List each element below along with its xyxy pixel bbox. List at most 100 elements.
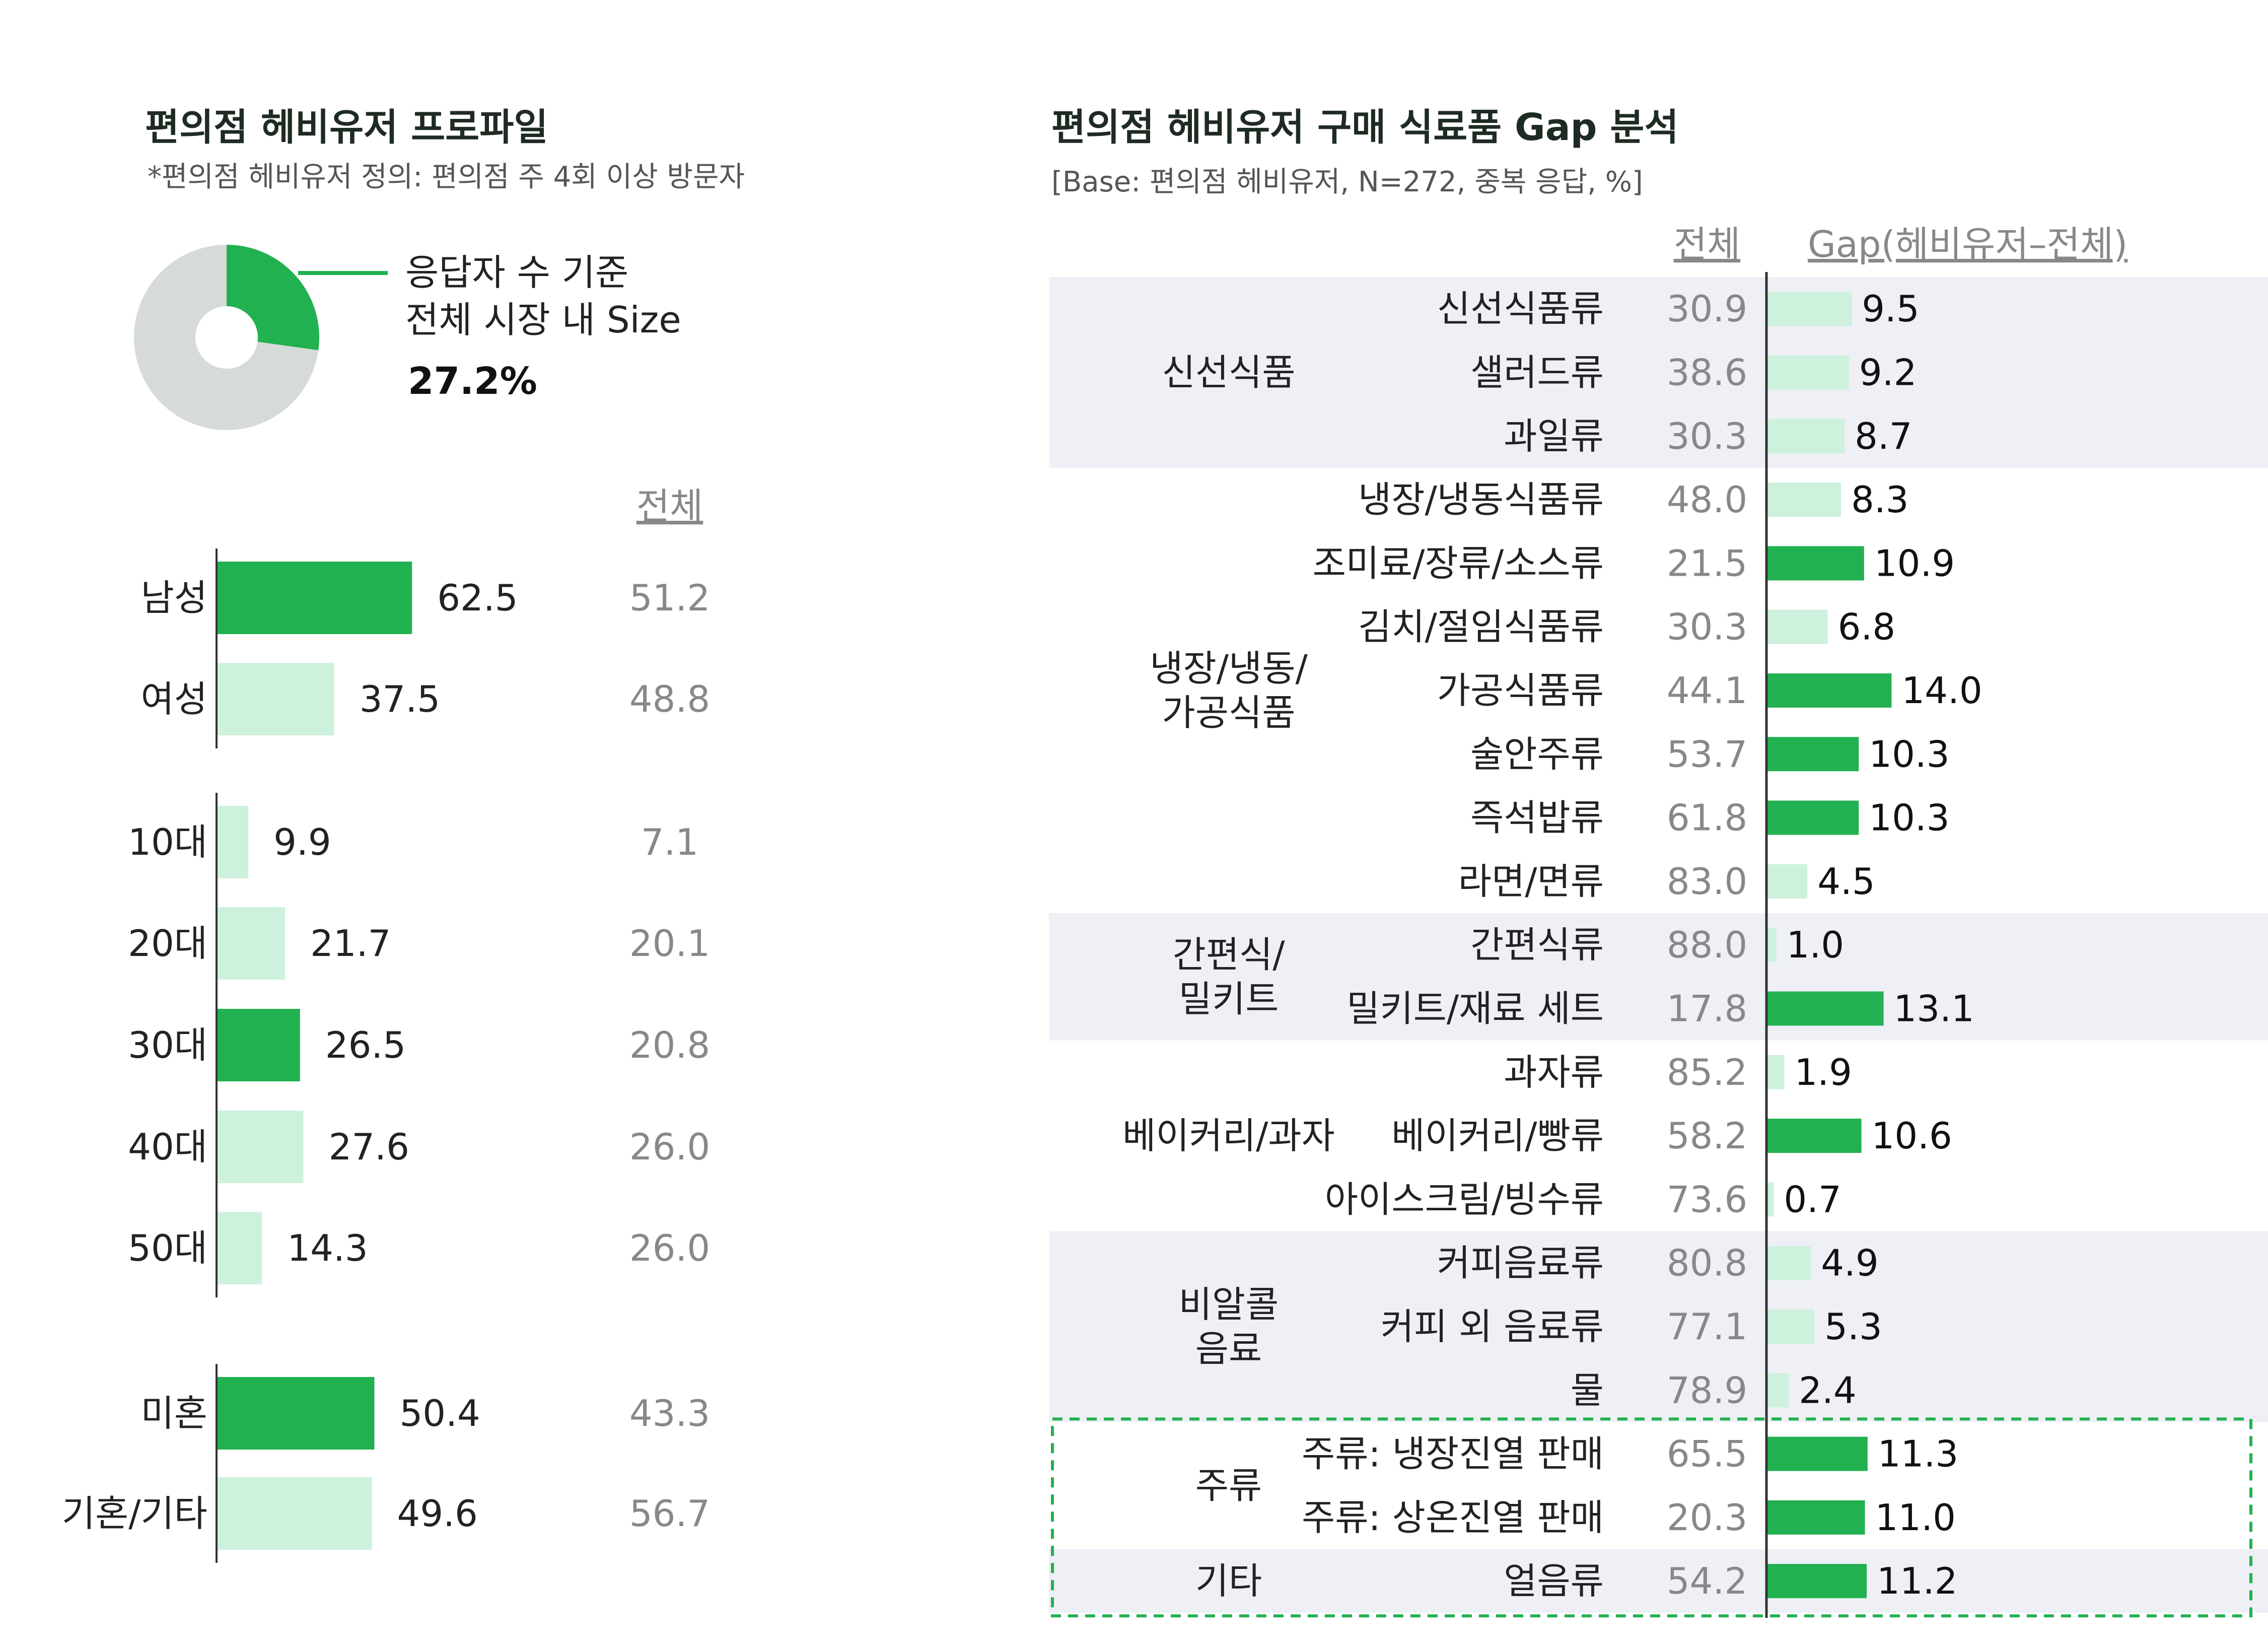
profile-bar xyxy=(218,663,334,735)
gap-value-label: 11.2 xyxy=(1877,1560,1957,1602)
profile-bar xyxy=(218,562,412,634)
item-label: 얼음류 xyxy=(1504,1560,1604,1602)
gap-bar xyxy=(1767,419,1845,453)
item-total-value: 30.3 xyxy=(1667,606,1747,648)
profile-value-label: 27.6 xyxy=(329,1126,409,1168)
left-panel-title: 편의점 헤비유저 프로파일 xyxy=(145,106,548,149)
item-label: 물 xyxy=(1571,1369,1604,1411)
item-label: 조미료/장류/소스류 xyxy=(1313,542,1604,584)
gap-value-label: 0.7 xyxy=(1784,1178,1841,1220)
gap-value-label: 11.0 xyxy=(1875,1496,1956,1539)
gap-value-label: 8.3 xyxy=(1851,478,1909,521)
category-label: 비알콜 xyxy=(1179,1283,1279,1326)
donut-hole xyxy=(195,306,258,369)
profile-total-value: 26.0 xyxy=(629,1227,710,1269)
item-total-value: 38.6 xyxy=(1667,351,1747,393)
category-label: 밀키트 xyxy=(1179,978,1279,1020)
item-label: 라면/면류 xyxy=(1458,860,1604,903)
gap-value-label: 2.4 xyxy=(1799,1369,1857,1411)
item-total-value: 80.8 xyxy=(1667,1242,1747,1284)
category-label: 주류 xyxy=(1195,1465,1262,1507)
gap-value-label: 4.5 xyxy=(1817,860,1875,903)
gap-bar xyxy=(1767,292,1852,326)
gap-bar xyxy=(1767,991,1884,1026)
item-label: 간편식류 xyxy=(1470,924,1604,966)
profile-value-label: 21.7 xyxy=(310,922,391,965)
gap-value-label: 10.3 xyxy=(1869,733,1949,775)
item-label: 베이커리/빵류 xyxy=(1391,1115,1604,1157)
profile-row-label: 50대 xyxy=(128,1227,207,1269)
item-label: 커피 외 음료류 xyxy=(1381,1305,1604,1348)
gap-bar xyxy=(1767,1119,1862,1153)
item-total-value: 77.1 xyxy=(1667,1305,1747,1348)
gap-value-label: 8.7 xyxy=(1855,415,1912,457)
item-total-value: 48.0 xyxy=(1667,478,1747,521)
gap-bar xyxy=(1767,928,1777,962)
item-total-value: 20.3 xyxy=(1667,1496,1747,1539)
profile-row-label: 40대 xyxy=(128,1126,207,1168)
profile-bar xyxy=(218,1009,300,1081)
profile-total-value: 43.3 xyxy=(629,1392,710,1434)
item-total-value: 17.8 xyxy=(1667,987,1747,1029)
item-label: 김치/절임식품류 xyxy=(1358,606,1604,648)
profile-total-value: 20.1 xyxy=(629,922,710,965)
gap-bar xyxy=(1767,1309,1815,1344)
gap-value-label: 1.0 xyxy=(1787,924,1845,966)
profile-bar-chart: 남성 62.5 51.2 여성 37.5 48.8 10대 9.9 7.1 20대 21.7 20.1… xyxy=(62,548,710,1563)
profile-value-label: 62.5 xyxy=(437,577,518,619)
item-total-value: 73.6 xyxy=(1667,1178,1747,1220)
gap-value-label: 9.2 xyxy=(1859,351,1917,393)
profile-bar xyxy=(218,806,249,878)
gap-value-label: 1.9 xyxy=(1794,1051,1852,1093)
gap-bar xyxy=(1767,864,1808,899)
profile-row-label: 남성 xyxy=(141,577,207,619)
highlight-box xyxy=(1051,1417,2252,1618)
profile-total-value: 56.7 xyxy=(629,1492,710,1535)
item-total-value: 58.2 xyxy=(1667,1115,1747,1157)
item-label: 신선식품류 xyxy=(1437,288,1604,330)
category-band xyxy=(1049,1231,2268,1422)
category-label: 가공식품 xyxy=(1162,692,1296,734)
profile-value-label: 26.5 xyxy=(325,1024,406,1066)
donut-label-line2: 전체 시장 내 Size xyxy=(405,299,681,341)
donut-value: 27.2% xyxy=(408,360,537,403)
gap-value-label: 4.9 xyxy=(1821,1242,1879,1284)
item-label: 즉석밥류 xyxy=(1470,797,1604,839)
gap-value-label: 9.5 xyxy=(1862,288,1920,330)
item-label: 과자류 xyxy=(1504,1051,1604,1093)
item-label: 냉장/냉동식품류 xyxy=(1358,478,1604,521)
item-total-value: 44.1 xyxy=(1667,669,1747,712)
profile-total-value: 20.8 xyxy=(629,1024,710,1066)
item-total-value: 78.9 xyxy=(1667,1369,1747,1411)
gap-value-label: 14.0 xyxy=(1901,669,1982,712)
category-label: 신선식품 xyxy=(1162,351,1296,393)
profile-value-label: 49.6 xyxy=(397,1492,478,1535)
category-band xyxy=(1049,1549,2268,1613)
profile-value-label: 9.9 xyxy=(273,821,331,863)
profile-row-label: 20대 xyxy=(128,922,207,965)
gap-bar xyxy=(1767,800,1859,835)
profile-total-value: 7.1 xyxy=(641,821,699,863)
profile-value-label: 14.3 xyxy=(287,1227,368,1269)
gap-value-label: 10.3 xyxy=(1869,797,1949,839)
gap-value-label: 10.9 xyxy=(1874,542,1955,584)
item-label: 샐러드류 xyxy=(1470,351,1604,393)
gap-bar xyxy=(1767,483,1841,517)
profile-bar xyxy=(218,1111,304,1183)
item-label: 밀키트/재료 세트 xyxy=(1346,987,1604,1029)
item-total-value: 54.2 xyxy=(1667,1560,1747,1602)
item-label: 주류: 냉장진열 판매 xyxy=(1302,1433,1604,1475)
category-label: 간편식/ xyxy=(1173,933,1286,976)
gap-bar xyxy=(1767,1500,1865,1535)
donut-label-line1: 응답자 수 기준 xyxy=(405,251,628,294)
profile-bar xyxy=(218,1477,372,1550)
left-panel-subtitle: *편의점 헤비유저 정의: 편의점 주 4회 이상 방문자 xyxy=(148,161,745,193)
item-label: 아이스크림/빙수류 xyxy=(1325,1178,1604,1220)
profile-total-value: 26.0 xyxy=(629,1126,710,1168)
item-total-value: 65.5 xyxy=(1667,1433,1747,1475)
gap-value-label: 13.1 xyxy=(1894,987,1974,1029)
gap-bar xyxy=(1767,673,1892,708)
item-total-value: 21.5 xyxy=(1667,542,1747,584)
profile-row-label: 10대 xyxy=(128,821,207,863)
profile-row-label: 기혼/기타 xyxy=(62,1492,207,1535)
